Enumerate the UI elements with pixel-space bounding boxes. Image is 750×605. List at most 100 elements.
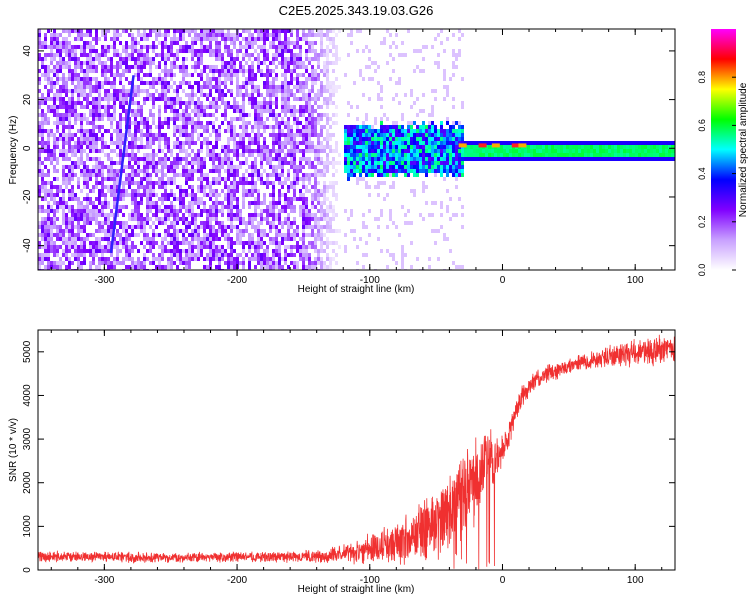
heatmap-cell bbox=[212, 161, 215, 165]
heatmap-cell bbox=[101, 29, 104, 33]
heatmap-cell bbox=[221, 229, 224, 233]
heatmap-cell bbox=[386, 161, 389, 165]
heatmap-cell bbox=[137, 53, 140, 57]
heatmap-cell bbox=[119, 197, 122, 201]
heatmap-cell bbox=[215, 213, 218, 217]
heatmap-cell bbox=[302, 113, 305, 117]
heatmap-cell bbox=[203, 81, 206, 85]
heatmap-cell bbox=[206, 45, 209, 49]
heatmap-cell bbox=[149, 209, 152, 213]
heatmap-cell bbox=[59, 57, 62, 61]
heatmap-cell bbox=[74, 153, 77, 157]
heatmap-cell bbox=[302, 97, 305, 101]
heatmap-cell bbox=[50, 233, 53, 237]
heatmap-cell bbox=[233, 177, 236, 181]
heatmap-cell bbox=[206, 145, 209, 149]
heatmap-cell bbox=[209, 69, 212, 73]
heatmap-cell bbox=[107, 65, 110, 69]
heatmap-cell bbox=[254, 161, 257, 165]
heatmap-cell bbox=[83, 225, 86, 229]
heatmap-cell bbox=[212, 225, 215, 229]
heatmap-cell bbox=[137, 169, 140, 173]
heatmap-cell bbox=[173, 109, 176, 113]
heatmap-cell bbox=[317, 237, 320, 241]
heatmap-cell bbox=[116, 253, 119, 257]
heatmap-cell bbox=[125, 113, 128, 117]
heatmap-cell bbox=[434, 125, 437, 129]
heatmap-cell bbox=[407, 209, 410, 213]
heatmap-cell bbox=[209, 89, 212, 93]
heatmap-cell bbox=[176, 49, 179, 53]
heatmap-cell bbox=[386, 133, 389, 137]
heatmap-cell bbox=[89, 89, 92, 93]
heatmap-cell bbox=[71, 77, 74, 81]
heatmap-cell bbox=[383, 125, 386, 129]
heatmap-cell bbox=[128, 233, 131, 237]
heatmap-cell bbox=[407, 137, 410, 141]
heatmap-cell bbox=[350, 125, 353, 129]
heatmap-cell bbox=[434, 61, 437, 65]
heatmap-cell bbox=[62, 213, 65, 217]
heatmap-cell bbox=[260, 161, 263, 165]
heatmap-cell bbox=[317, 197, 320, 201]
heatmap-cell bbox=[86, 137, 89, 141]
heatmap-cell bbox=[119, 237, 122, 241]
heatmap-cell bbox=[263, 217, 266, 221]
heatmap-cell bbox=[332, 181, 335, 185]
heatmap-cell bbox=[68, 169, 71, 173]
heatmap-cell bbox=[425, 185, 428, 189]
heatmap-cell bbox=[269, 181, 272, 185]
heatmap-cell bbox=[122, 245, 125, 249]
heatmap-cell bbox=[230, 261, 233, 265]
heatmap-cell bbox=[59, 257, 62, 261]
heatmap-cell bbox=[71, 149, 74, 153]
heatmap-cell bbox=[314, 217, 317, 221]
heatmap-cell bbox=[440, 153, 443, 157]
heatmap-cell bbox=[200, 53, 203, 57]
heatmap-cell bbox=[170, 249, 173, 253]
heatmap-cell bbox=[236, 213, 239, 217]
heatmap-cell bbox=[227, 125, 230, 129]
heatmap-cell bbox=[101, 141, 104, 145]
heatmap-cell bbox=[146, 133, 149, 137]
heatmap-cell bbox=[83, 73, 86, 77]
heatmap-cell bbox=[437, 145, 440, 149]
heatmap-cell bbox=[425, 133, 428, 137]
heatmap-cell bbox=[44, 221, 47, 225]
heatmap-cell bbox=[218, 169, 221, 173]
heatmap-cell bbox=[272, 209, 275, 213]
heatmap-cell bbox=[86, 121, 89, 125]
heatmap-cell bbox=[272, 217, 275, 221]
heatmap-cell bbox=[392, 141, 395, 145]
heatmap-cell bbox=[227, 89, 230, 93]
heatmap-cell bbox=[263, 109, 266, 113]
heatmap-cell bbox=[173, 157, 176, 161]
heatmap-cell bbox=[215, 101, 218, 105]
heatmap-cell bbox=[248, 73, 251, 77]
heatmap-cell bbox=[137, 233, 140, 237]
heatmap-cell bbox=[296, 73, 299, 77]
heatmap-cell bbox=[374, 133, 377, 137]
heatmap-cell bbox=[104, 193, 107, 197]
heatmap-cell bbox=[71, 189, 74, 193]
heatmap-cell bbox=[299, 109, 302, 113]
heatmap-cell bbox=[191, 125, 194, 129]
heatmap-cell bbox=[203, 137, 206, 141]
heatmap-cell bbox=[41, 61, 44, 65]
heatmap-cell bbox=[50, 225, 53, 229]
heatmap-cell bbox=[152, 245, 155, 249]
heatmap-cell bbox=[308, 117, 311, 121]
heatmap-cell bbox=[185, 69, 188, 73]
heatmap-cell bbox=[110, 121, 113, 125]
heatmap-cell bbox=[230, 257, 233, 261]
heatmap-cell bbox=[191, 245, 194, 249]
heatmap-cell bbox=[314, 169, 317, 173]
heatmap-cell bbox=[329, 29, 332, 33]
heatmap-cell bbox=[113, 181, 116, 185]
heatmap-cell bbox=[374, 129, 377, 133]
heatmap-cell bbox=[203, 109, 206, 113]
heatmap-cell bbox=[185, 229, 188, 233]
heatmap-cell bbox=[179, 205, 182, 209]
heatmap-cell bbox=[197, 185, 200, 189]
heatmap-cell bbox=[392, 181, 395, 185]
